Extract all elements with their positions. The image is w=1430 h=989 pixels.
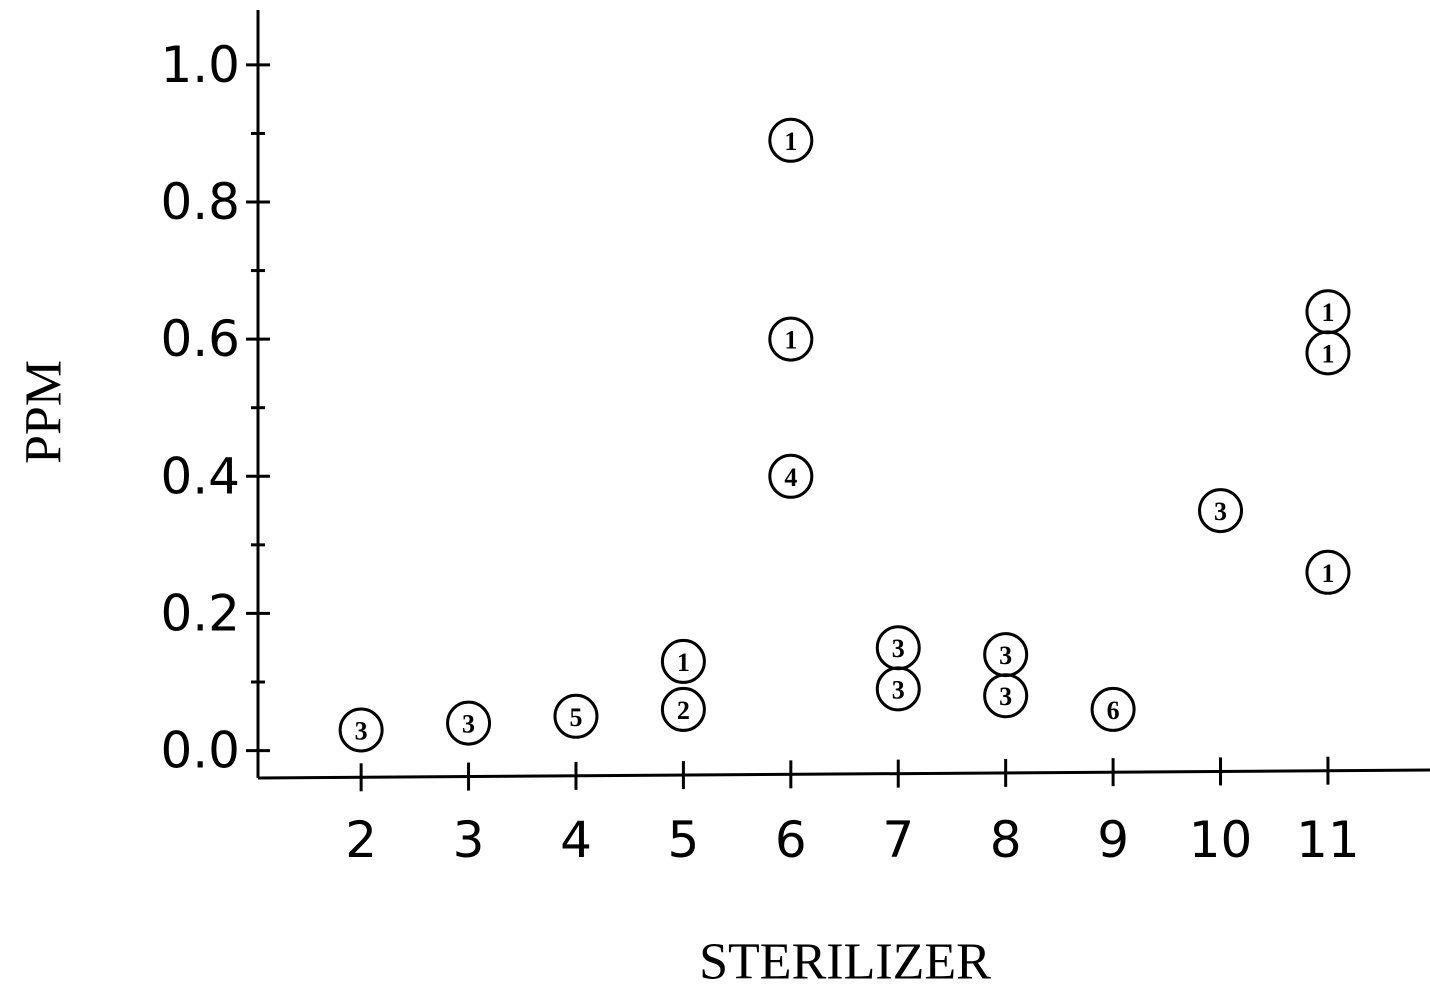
point-label: 3 xyxy=(999,641,1012,670)
point-label: 3 xyxy=(999,682,1012,711)
x-axis-title: STERILIZER xyxy=(699,934,991,989)
point-label: 3 xyxy=(355,717,368,746)
point-label: 1 xyxy=(1321,339,1334,368)
point xyxy=(768,117,814,163)
point xyxy=(875,666,921,712)
point xyxy=(338,707,384,753)
point-label: 3 xyxy=(892,675,905,704)
point-label: 3 xyxy=(1214,497,1227,526)
point xyxy=(553,693,599,739)
x-tick-label: 4 xyxy=(560,811,592,869)
point xyxy=(768,453,814,499)
point xyxy=(1090,686,1136,732)
y-tick-label: 0.6 xyxy=(160,310,240,368)
point-label: 1 xyxy=(1321,298,1334,327)
point xyxy=(768,316,814,362)
point-label: 3 xyxy=(892,634,905,663)
point-label: 5 xyxy=(569,703,582,732)
y-tick-label: 0.8 xyxy=(160,173,240,231)
point-label: 3 xyxy=(462,710,475,739)
x-tick-label: 8 xyxy=(990,811,1022,869)
y-tick-label: 0.0 xyxy=(160,722,240,780)
point-label: 1 xyxy=(1321,559,1334,588)
x-axis xyxy=(257,768,1430,780)
x-tick-label: 2 xyxy=(345,811,377,869)
point-label: 1 xyxy=(784,127,797,156)
point xyxy=(660,686,706,732)
y-axis-title: PPM xyxy=(16,360,73,464)
y-tick-label: 0.4 xyxy=(160,447,240,505)
point xyxy=(1305,549,1351,595)
x-tick-label: 10 xyxy=(1189,811,1253,869)
x-tick-label: 11 xyxy=(1296,811,1360,869)
x-tick-label: 9 xyxy=(1097,811,1129,869)
point-label: 1 xyxy=(677,648,690,677)
point-label: 4 xyxy=(784,463,797,492)
point xyxy=(1305,330,1351,376)
point xyxy=(1198,488,1244,534)
y-tick-label: 0.2 xyxy=(160,584,240,642)
point-label: 2 xyxy=(677,696,690,725)
point-label: 6 xyxy=(1107,696,1120,725)
point xyxy=(660,638,706,684)
point xyxy=(983,673,1029,719)
x-tick-label: 7 xyxy=(882,811,914,869)
x-tick-label: 5 xyxy=(667,811,699,869)
point-label: 1 xyxy=(784,326,797,355)
point xyxy=(446,700,492,746)
x-tick-label: 6 xyxy=(775,811,807,869)
y-tick-label: 1.0 xyxy=(160,36,240,94)
x-tick-label: 3 xyxy=(453,811,485,869)
